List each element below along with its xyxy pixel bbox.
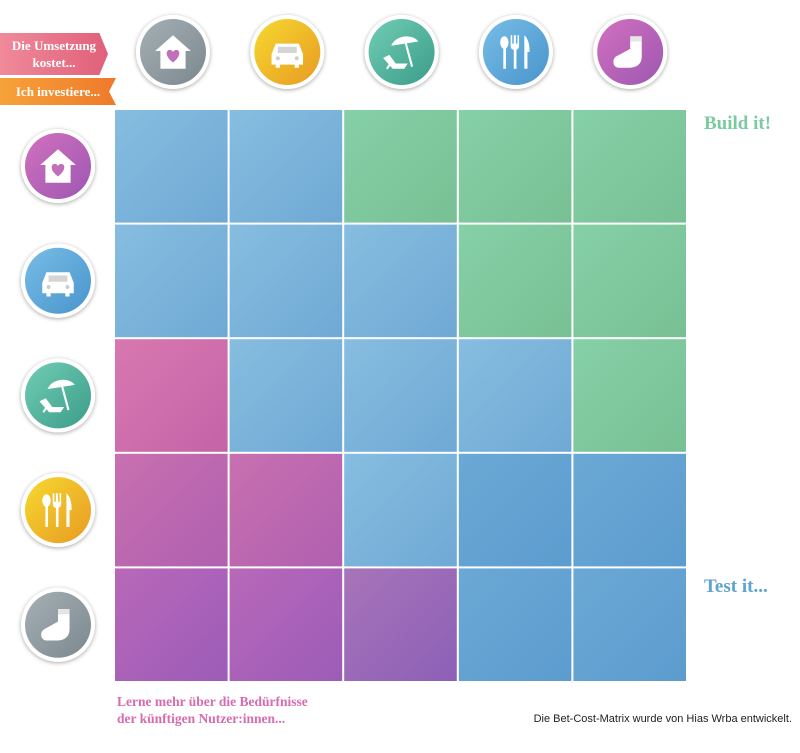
badge-icon <box>271 43 304 68</box>
icon-badge <box>478 15 553 89</box>
cost-label: Die Umsetzung kostet... <box>0 33 108 75</box>
icon-badge <box>21 243 95 318</box>
matrix-cell <box>458 568 572 681</box>
icon-badge <box>21 587 95 662</box>
icon-badge <box>364 15 439 89</box>
matrix-cell <box>229 339 343 452</box>
badge-icon <box>42 272 74 297</box>
matrix-cell <box>458 224 572 338</box>
icons <box>21 15 668 662</box>
matrix-cell <box>115 453 228 567</box>
matrix-cell <box>573 110 686 223</box>
grid <box>115 110 686 681</box>
icon-badge <box>21 358 95 433</box>
matrix-cell <box>573 339 686 452</box>
matrix-cell <box>573 568 686 681</box>
matrix-cell <box>344 110 457 223</box>
badge-fill <box>25 362 91 429</box>
matrix-cell <box>458 110 572 223</box>
matrix-cell <box>115 339 228 452</box>
badge-icon <box>500 35 530 69</box>
build-label: Build it! <box>704 113 772 134</box>
test-label: Test it... <box>704 576 768 597</box>
matrix-cell <box>229 453 343 567</box>
matrix-cell <box>458 453 572 567</box>
matrix-cell <box>344 568 457 681</box>
icon-badge <box>21 129 95 203</box>
matrix-cell <box>573 224 686 338</box>
icon-badge <box>250 15 325 89</box>
matrix-cell <box>344 224 457 338</box>
icon-badge <box>136 15 210 89</box>
matrix-cell <box>344 339 457 452</box>
matrix-cell <box>458 339 572 452</box>
matrix-cell <box>115 568 228 681</box>
credit: Die Bet-Cost-Matrix wurde von Hias Wrba … <box>533 713 792 725</box>
invest-label: Ich investiere... <box>0 78 116 105</box>
icon-badge <box>593 15 668 89</box>
matrix-cell <box>229 224 343 338</box>
icon-badge <box>21 473 95 548</box>
matrix-cell <box>229 568 343 681</box>
badge-fill <box>368 19 435 85</box>
matrix-cell <box>573 453 686 567</box>
learn-line: der künftigen Nutzer:innen... <box>117 711 286 726</box>
matrix-cell <box>115 110 228 223</box>
learn-line: Lerne mehr über die Bedürfnisse <box>117 694 308 709</box>
matrix-cell <box>229 110 343 223</box>
matrix-cell <box>344 453 457 567</box>
matrix-cell <box>115 224 228 338</box>
badge-icon <box>42 493 72 527</box>
